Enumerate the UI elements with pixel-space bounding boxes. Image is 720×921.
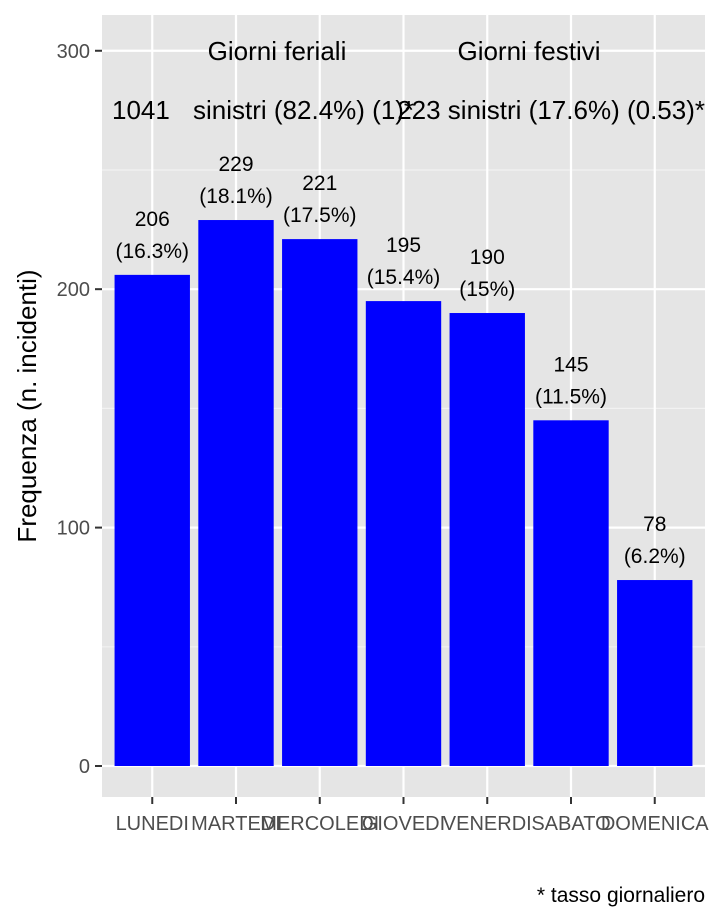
bar-percent-label: (17.5%)	[283, 204, 357, 227]
y-axis: 0 100 200 300	[57, 41, 102, 778]
bar-percent-label: (18.1%)	[199, 185, 273, 208]
annotation-festivi-title: Giorni festivi	[457, 36, 600, 66]
x-tick-label: GIOVEDI	[362, 813, 445, 835]
bar-value-label: 190	[470, 246, 505, 269]
bar-value-label: 195	[386, 234, 421, 257]
bar-value-label: 229	[218, 153, 253, 176]
x-tick-label: LUNEDI	[116, 813, 189, 835]
x-tick-label: MARTEDI	[191, 813, 281, 835]
annotation-feriali-count: 1041	[112, 95, 170, 125]
bar-percent-label: (11.5%)	[535, 385, 607, 408]
bar	[198, 220, 274, 767]
y-tick-label: 200	[57, 279, 90, 301]
bar-value-label: 221	[302, 172, 337, 195]
bar	[449, 313, 525, 767]
annotation-festivi-text: 223 sinistri (17.6%) (0.53)*	[397, 95, 705, 125]
bar	[282, 239, 358, 767]
bar	[365, 301, 442, 767]
bar	[533, 420, 609, 767]
bar-value-label: 145	[553, 353, 588, 376]
bar-percent-label: (6.2%)	[624, 545, 686, 568]
bar	[617, 580, 693, 767]
bar	[114, 274, 190, 767]
x-tick-label: VENERDI	[443, 813, 532, 835]
annotation-feriali-text: sinistri (82.4%) (1)*	[193, 95, 414, 125]
y-tick-label: 300	[57, 41, 90, 63]
bar-percent-label: (15.4%)	[367, 266, 441, 289]
bar-value-label: 206	[135, 208, 170, 231]
y-tick-label: 0	[79, 756, 90, 778]
footnote: * tasso giornaliero	[537, 884, 705, 907]
x-tick-label: DOMENICA	[601, 813, 709, 835]
bars	[114, 220, 693, 767]
y-tick-label: 100	[57, 518, 90, 540]
annotation-feriali-title: Giorni feriali	[208, 36, 347, 66]
y-axis-title: Frequenza (n. incidenti)	[12, 269, 42, 542]
bar-value-label: 78	[643, 513, 666, 536]
bar-percent-label: (15%)	[459, 278, 515, 301]
x-tick-label: SABATO	[531, 813, 610, 835]
bar-percent-label: (16.3%)	[115, 240, 189, 263]
x-tick-label: MERCOLEDI	[260, 813, 379, 835]
data-labels: 206 (16.3%) 229 (18.1%) 221 (17.5%) 195 (15.4%)…	[115, 153, 685, 568]
